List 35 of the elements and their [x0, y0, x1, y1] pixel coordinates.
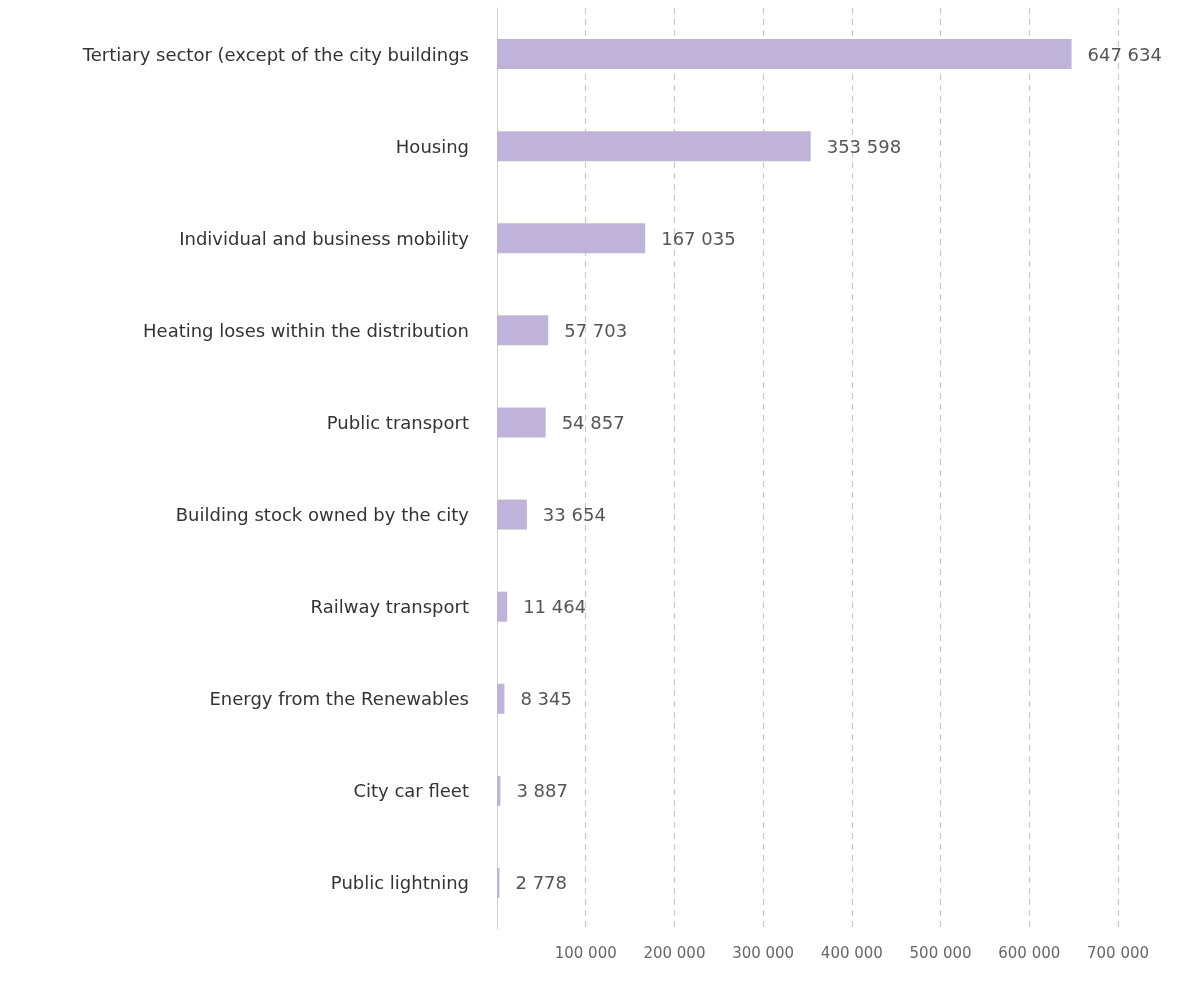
- data-label: 3 887: [516, 780, 568, 802]
- x-tick-label: 100 000: [554, 943, 617, 962]
- data-label: 647 634: [1087, 43, 1162, 65]
- y-tick-label: Heating loses within the distribution: [143, 319, 469, 341]
- y-tick-label: Individual and business mobility: [179, 227, 470, 249]
- y-tick-label: Public transport: [326, 411, 469, 433]
- bar: [497, 223, 646, 254]
- x-tick-label: 600 000: [998, 943, 1061, 962]
- y-tick-label: City car fleet: [353, 780, 469, 802]
- data-label: 353 598: [826, 135, 902, 157]
- data-label: 8 345: [520, 688, 572, 710]
- data-label: 57 703: [564, 319, 628, 341]
- data-label: 2 778: [515, 872, 567, 894]
- bar: [497, 131, 811, 162]
- bar: [497, 407, 546, 438]
- x-tick-label: 500 000: [909, 943, 972, 962]
- y-tick-label: Housing: [395, 135, 469, 157]
- bar: [497, 683, 505, 714]
- x-tick-label: 200 000: [643, 943, 706, 962]
- x-tick-label: 300 000: [732, 943, 795, 962]
- y-tick-label: Building stock owned by the city: [175, 504, 470, 526]
- y-tick-label: Railway transport: [310, 596, 469, 618]
- bar: [497, 499, 527, 530]
- bar: [497, 39, 1072, 70]
- data-label: 167 035: [661, 227, 736, 249]
- data-label: 33 654: [542, 504, 606, 526]
- data-label: 11 464: [523, 596, 587, 618]
- x-tick-label: 400 000: [820, 943, 883, 962]
- data-label: 54 857: [561, 411, 625, 433]
- y-tick-label: Public lightning: [330, 872, 469, 894]
- y-tick-label: Energy from the Renewables: [209, 688, 469, 710]
- bar: [497, 315, 549, 346]
- y-tick-label: Tertiary sector (except of the city buildings: [81, 43, 469, 65]
- x-tick-label: 700 000: [1086, 943, 1150, 962]
- bar: [497, 591, 508, 622]
